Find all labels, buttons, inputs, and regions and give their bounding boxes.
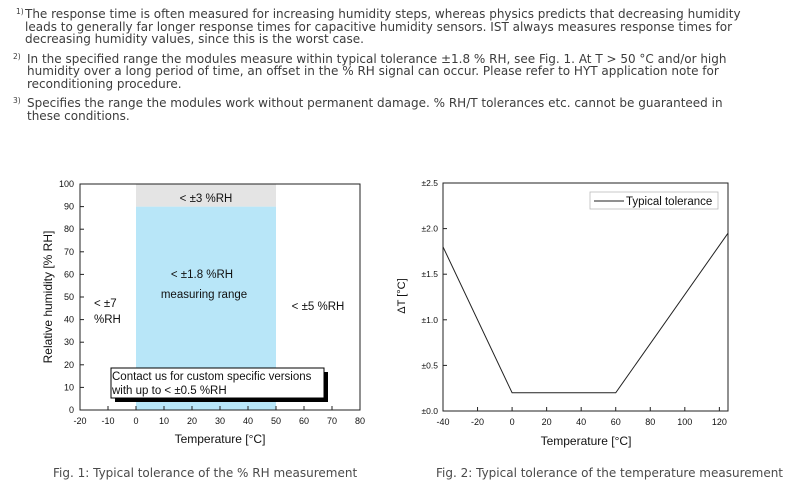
footnote-text: Specifies the range the modules work wit… — [27, 96, 723, 123]
x-axis-label: Temperature [°C] — [175, 432, 266, 446]
y-tick-label: 10 — [64, 382, 74, 392]
x-tick-label: 60 — [299, 416, 309, 426]
y-tick-label: 80 — [64, 224, 74, 234]
footnote-text: The response time is often measured for … — [25, 7, 741, 46]
x-tick-label: 50 — [271, 416, 281, 426]
x-tick-label: 30 — [215, 416, 225, 426]
y-axis-label: Relative humidity [% RH] — [41, 231, 55, 364]
y-tick-label: 100 — [59, 179, 74, 189]
contact-line-1: Contact us for custom specific versions — [112, 371, 312, 383]
x-tick-label: 80 — [355, 416, 365, 426]
tolerance-region-1 — [136, 184, 276, 207]
contact-line-2: with up to < ±0.5 %RH — [111, 385, 227, 397]
region-label-measuring-2: measuring range — [161, 289, 247, 301]
left-tolerance-label-1: < ±7 — [94, 298, 117, 310]
footnote-2: 2) In the specified range the modules me… — [0, 51, 789, 91]
y-tick-label: 40 — [64, 315, 74, 325]
footnote-marker: 1) — [16, 7, 24, 16]
footnote-marker: 3) — [13, 96, 21, 105]
contact-box: Contact us for custom specific versions … — [110, 367, 328, 402]
x-tick-label: 0 — [133, 416, 138, 426]
left-tolerance-label-2: %RH — [94, 314, 121, 326]
y-tick-label: 30 — [64, 337, 74, 347]
footnotes: 1) The response time is often measured f… — [0, 7, 789, 129]
y-tick-label: 60 — [64, 269, 74, 279]
footnote-marker: 2) — [13, 51, 21, 61]
y-tick-label: 0 — [69, 405, 74, 415]
footnote-1: 1) The response time is often measured f… — [0, 7, 789, 46]
figure-1-caption: Fig. 1: Typical tolerance of the % RH me… — [53, 466, 358, 480]
footnote-text: In the specified range the modules measu… — [27, 51, 727, 91]
region-label-top: < ±3 %RH — [180, 193, 233, 205]
y-tick-label: 50 — [64, 292, 74, 302]
footnote-3: 3) Specifies the range the modules work … — [0, 96, 789, 123]
x-tick-label: 10 — [159, 416, 169, 426]
region-label-measuring-1: < ±1.8 %RH — [171, 269, 233, 281]
x-tick-label: -10 — [101, 416, 114, 426]
x-tick-label: 20 — [187, 416, 197, 426]
right-tolerance-label: < ±5 %RH — [292, 301, 345, 313]
y-tick-label: 90 — [64, 202, 74, 212]
y-tick-label: 20 — [64, 360, 74, 370]
figure-2-caption: Fig. 2: Typical tolerance of the tempera… — [436, 466, 784, 480]
y-tick-label: 70 — [64, 247, 74, 257]
x-tick-label: 70 — [327, 416, 337, 426]
x-tick-label: -20 — [73, 416, 86, 426]
x-tick-label: 40 — [243, 416, 253, 426]
